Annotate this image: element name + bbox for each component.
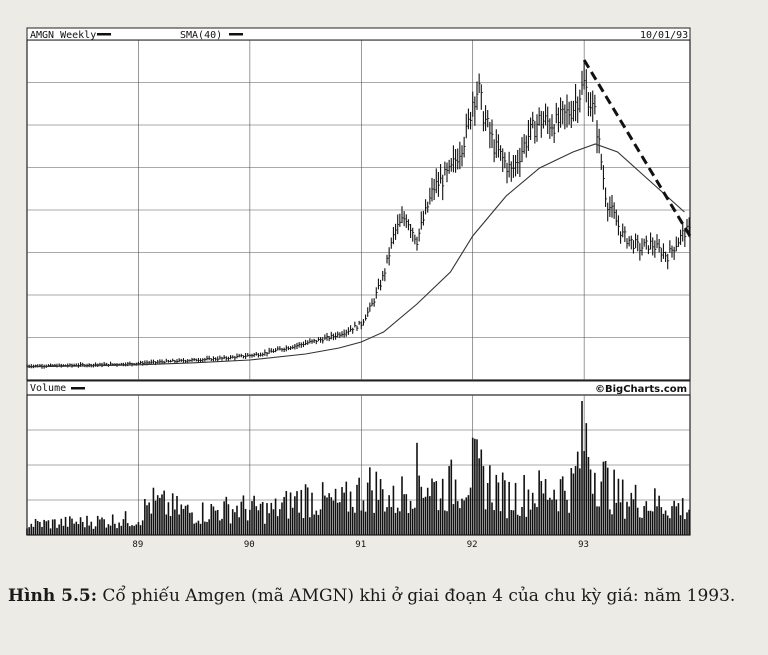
x-tick-label: 91 [355,540,366,550]
volume-label: Volume [30,383,66,394]
brand-label: ©BigCharts.com [595,384,687,395]
x-tick-label: 93 [578,540,589,550]
figure-label: Hình 5.5: [8,586,98,606]
stock-chart: AMGN Weekly SMA(40) 10/01/93 Volume ©Big… [26,27,692,550]
x-tick-label: 92 [467,540,478,550]
x-tick-label: 90 [244,540,255,550]
header-date: 10/01/93 [640,30,688,41]
downtrend-line [582,59,692,237]
volume-panel-header [26,380,691,396]
symbol-label: AMGN Weekly [30,30,96,41]
x-tick-label: 89 [132,540,143,550]
figure-caption: Hình 5.5: Cổ phiếu Amgen (mã AMGN) khi ở… [8,578,753,614]
caption-text: Cổ phiếu Amgen (mã AMGN) khi ở giai đoạn… [97,586,736,606]
sma-line [26,143,685,368]
sma-label: SMA(40) [180,30,222,41]
